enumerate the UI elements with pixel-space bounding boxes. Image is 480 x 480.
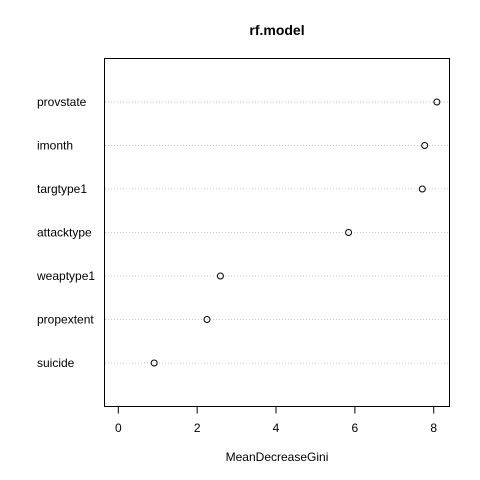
category-label: provstate [37, 95, 87, 109]
chart-title: rf.model [249, 22, 304, 38]
x-axis-label: MeanDecreaseGini [226, 450, 329, 464]
data-point [345, 229, 353, 236]
x-tick-label: 8 [430, 421, 437, 435]
data-point [203, 316, 211, 323]
x-tick-label: 0 [115, 421, 122, 435]
data-point [216, 272, 224, 280]
x-axis: 0 2 4 6 8 [115, 406, 437, 435]
category-label: propextent [37, 313, 94, 327]
x-tick-label: 4 [273, 421, 280, 435]
data-points [150, 98, 441, 367]
category-label: targtype1 [37, 182, 87, 196]
grid-lines [105, 101, 449, 364]
category-label: weaptype1 [36, 269, 95, 283]
category-label: suicide [37, 356, 75, 370]
category-label: attacktype [37, 226, 92, 240]
data-point [150, 359, 158, 367]
category-labels: provstate imonth targtype1 attacktype weapty… [36, 95, 95, 370]
data-point [418, 185, 426, 193]
data-point [421, 142, 429, 149]
category-label: imonth [37, 139, 73, 153]
x-tick-label: 2 [194, 421, 201, 435]
data-point [433, 98, 441, 106]
x-tick-label: 6 [352, 421, 359, 435]
